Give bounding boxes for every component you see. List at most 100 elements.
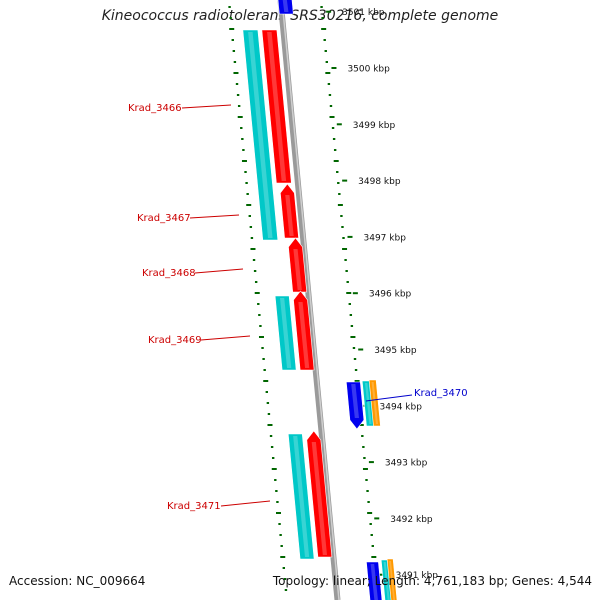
gene-orange-bottom-body bbox=[386, 558, 398, 600]
left-guide-dot bbox=[242, 149, 245, 151]
left-guide-dot bbox=[254, 281, 258, 283]
right-guide-dot bbox=[338, 193, 341, 195]
gene-orange-bottom-sheen bbox=[389, 561, 396, 600]
gene-cyan-block1-sheen bbox=[248, 32, 273, 238]
left-guide-dot bbox=[246, 204, 252, 206]
right-guide-dot bbox=[362, 446, 365, 448]
gene-cyan-3470-side-sheen bbox=[364, 383, 372, 424]
gene-orange-3470-side-sheen bbox=[371, 382, 379, 424]
gene-red-3469 bbox=[293, 290, 315, 371]
left-guide-dot bbox=[280, 556, 286, 558]
gene-label: Krad_3469 bbox=[148, 335, 202, 346]
left-guide-dot bbox=[231, 39, 234, 41]
right-guide-dot bbox=[354, 380, 360, 382]
ruler-tick-label: 3495 kbp bbox=[374, 346, 417, 356]
ruler-tick-mark bbox=[331, 67, 337, 69]
left-guide-dot bbox=[278, 523, 281, 525]
ruler-tick-label: 3501 kbp bbox=[342, 8, 385, 18]
gene-label: Krad_3466 bbox=[128, 103, 182, 114]
left-guide-dot bbox=[246, 193, 249, 195]
gene-label: Krad_3470 bbox=[414, 388, 468, 399]
gene-label-leader bbox=[200, 335, 251, 341]
left-guide-dot bbox=[233, 61, 237, 63]
gene-label: Krad_3468 bbox=[142, 268, 196, 279]
ruler-tick-mark bbox=[379, 573, 385, 576]
backbone-highlight bbox=[281, 0, 340, 600]
right-guide-dot bbox=[363, 457, 366, 459]
right-guide-dot bbox=[331, 127, 335, 129]
topology-label: Topology: linear; Length: 4,761,183 bp; … bbox=[272, 574, 592, 588]
left-guide-dot bbox=[259, 325, 262, 327]
gene-cyan-block2 bbox=[274, 295, 297, 371]
right-guide-dot bbox=[320, 6, 323, 8]
ruler-tick-mark bbox=[347, 235, 353, 238]
ruler-tick-mark bbox=[342, 179, 348, 182]
right-guide-dot bbox=[367, 501, 370, 503]
gene-red-3469-body bbox=[293, 290, 315, 371]
ruler-tick-label: 3497 kbp bbox=[364, 233, 407, 243]
left-guide-dot bbox=[258, 336, 264, 338]
left-guide-dot bbox=[250, 237, 254, 239]
left-guide-dot bbox=[258, 314, 261, 316]
right-guide-dot bbox=[333, 160, 339, 162]
left-guide-dot bbox=[267, 413, 271, 415]
ruler-tick-label: 3492 kbp bbox=[390, 515, 433, 525]
right-guide-dot bbox=[348, 303, 351, 305]
gene-blue-3470 bbox=[345, 381, 365, 430]
left-guide-dot bbox=[253, 270, 257, 272]
left-guide-dot bbox=[245, 182, 248, 184]
left-guide-dot bbox=[276, 501, 279, 503]
right-guide-dot bbox=[341, 226, 344, 228]
left-guide-dot bbox=[267, 424, 273, 426]
left-guide-dot bbox=[280, 545, 283, 547]
gene-cyan-block1-body bbox=[242, 29, 279, 241]
right-guide-dot bbox=[323, 39, 326, 41]
gene-blue-bottom bbox=[366, 561, 383, 600]
gene-orange-3470-side bbox=[368, 379, 381, 427]
left-guide-dot bbox=[248, 215, 251, 217]
left-guide-dot bbox=[229, 28, 235, 30]
gene-red-3471-sheen bbox=[311, 442, 328, 555]
left-guide-dot bbox=[284, 589, 288, 591]
left-guide-dot bbox=[241, 138, 244, 140]
gene-red-3466-sheen bbox=[267, 32, 287, 181]
right-guide-dot bbox=[370, 534, 373, 536]
left-guide-dot bbox=[250, 248, 256, 250]
right-guide-dot bbox=[354, 369, 358, 371]
left-guide-dot bbox=[275, 512, 281, 514]
right-guide-dot bbox=[332, 138, 336, 140]
right-guide-dot bbox=[328, 94, 332, 96]
right-guide-dot bbox=[371, 545, 374, 547]
right-guide-dot bbox=[342, 237, 345, 239]
left-guide-dot bbox=[271, 457, 275, 459]
gene-cyan-block1 bbox=[242, 29, 279, 241]
gene-label: Krad_3467 bbox=[137, 213, 191, 224]
right-guide-dot bbox=[336, 171, 339, 173]
ruler-tick-mark bbox=[326, 10, 332, 13]
gene-cyan-block2-body bbox=[274, 295, 297, 371]
ruler-tick-mark bbox=[368, 461, 374, 464]
gene-orange-3470-side-body bbox=[368, 379, 381, 427]
left-guide-dot bbox=[257, 303, 260, 305]
ruler-tick-label: 3498 kbp bbox=[358, 177, 401, 187]
right-guide-dot bbox=[329, 116, 335, 118]
gene-orange-bottom bbox=[386, 558, 398, 600]
gene-label-leader bbox=[181, 104, 232, 109]
gene-cyan-bottom bbox=[380, 559, 393, 600]
left-guide-dot bbox=[254, 292, 260, 294]
left-guide-dot bbox=[271, 468, 277, 470]
gene-cyan-block2-sheen bbox=[280, 298, 292, 368]
left-guide-dot bbox=[269, 435, 273, 437]
right-guide-dot bbox=[327, 83, 331, 85]
left-guide-dot bbox=[274, 479, 277, 481]
gene-red-3467-sheen bbox=[285, 195, 294, 236]
left-guide-dot bbox=[279, 534, 282, 536]
left-guide-dot bbox=[275, 490, 278, 492]
left-guide-dot bbox=[229, 17, 232, 19]
left-guide-dot bbox=[249, 226, 253, 228]
right-guide-dot bbox=[349, 314, 353, 316]
gene-blue-3470-sheen bbox=[351, 384, 359, 418]
right-guide-dot bbox=[325, 61, 328, 63]
ruler-tick-mark bbox=[352, 292, 358, 295]
